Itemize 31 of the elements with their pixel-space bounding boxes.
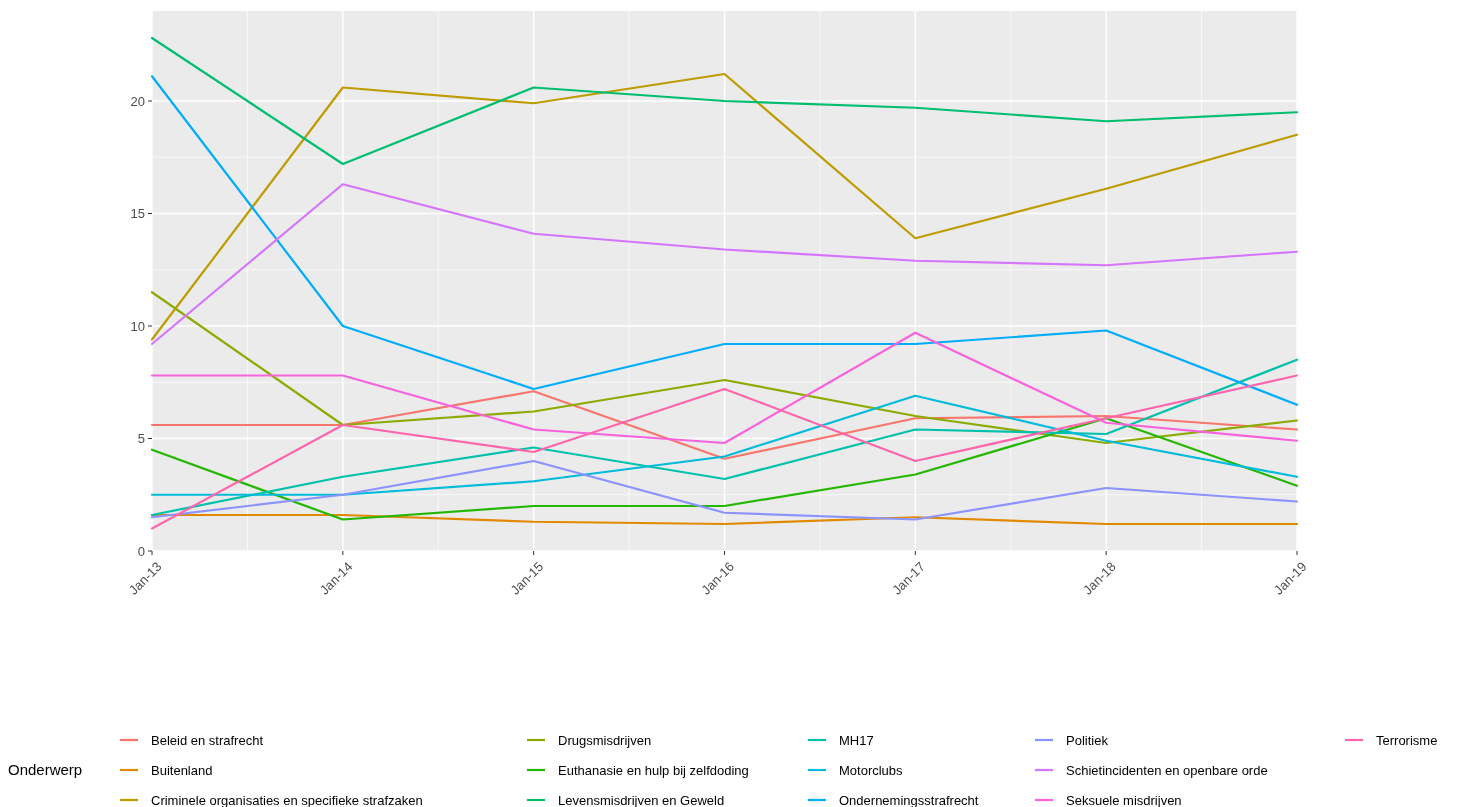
legend-label: Motorclubs [839,762,904,778]
line-series [150,36,1299,166]
y-tick-label: 0 [137,543,145,559]
legend-label: Seksuele misdrijven [1066,792,1182,807]
line-series [150,390,1299,460]
legend-label: Criminele organisaties en specifieke strafzaken [151,792,423,807]
legend-label: Terrorisme [1376,732,1438,748]
y-tick-label: 20 [130,93,145,109]
line-series [150,374,1299,530]
legend-title: Onderwerp [8,761,83,779]
legend-label: Buitenland [151,762,213,778]
line-series [150,331,1299,445]
y-tick-label: 15 [130,206,145,222]
line-series [150,417,1299,521]
line-series [150,72,1299,341]
legend-label: Schietincidenten en openbare orde [1066,762,1268,778]
legend-label: Politiek [1066,732,1109,748]
line-series [150,394,1299,496]
legend-label: Ondernemingsstrafrecht [839,792,979,807]
line-series [150,75,1299,406]
line-series [150,183,1299,346]
line-series [150,358,1299,517]
line-series [150,459,1299,521]
line-series [150,291,1299,445]
legend-label: Levensmisdrijven en Geweld [558,792,725,807]
legend-label: Euthanasie en hulp bij zelfdoding [558,762,749,778]
y-tick-label: 10 [130,318,145,334]
y-tick-label: 5 [137,431,145,447]
legend-label: MH17 [839,732,874,748]
legend-label: Beleid en strafrecht [151,732,264,748]
legend-label: Drugsmisdrijven [558,732,652,748]
